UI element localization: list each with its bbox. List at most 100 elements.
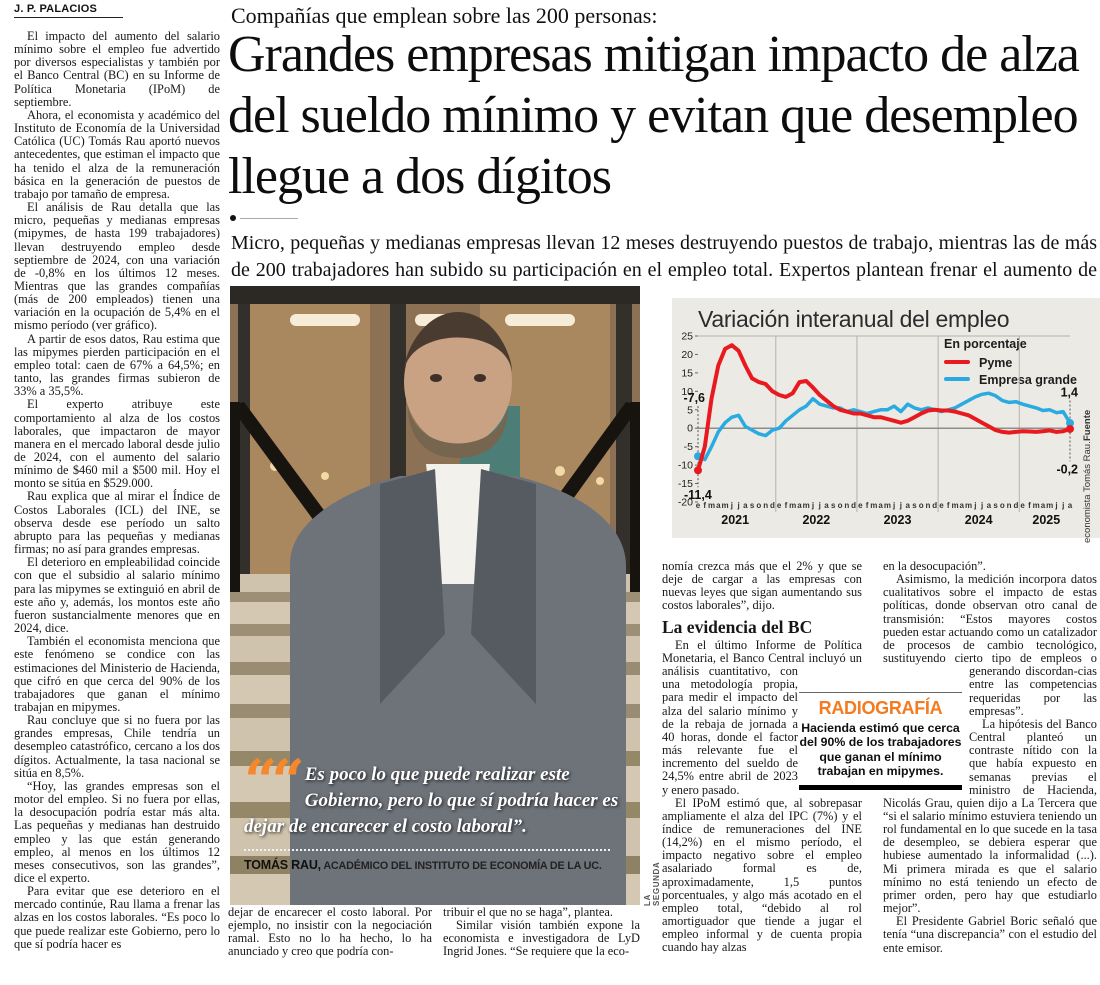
svg-text:n: n: [763, 501, 768, 510]
legend-label: Empresa grande: [979, 373, 1077, 387]
body-paragraph: A partir de esos datos, Rau estima que l…: [14, 331, 220, 399]
svg-text:s: s: [831, 501, 836, 510]
svg-text:-0,2: -0,2: [1056, 462, 1078, 476]
left-column: El impacto del aumento del salario mínim…: [14, 30, 220, 985]
svg-text:n: n: [926, 501, 931, 510]
svg-text:a: a: [824, 501, 829, 510]
svg-text:a: a: [1041, 501, 1046, 510]
legend-label: Pyme: [979, 356, 1013, 370]
radiografia-top-rule: RADIOGRAFÍA Hacienda estimó que cerca de…: [799, 692, 962, 778]
svg-text:a: a: [797, 501, 802, 510]
svg-text:o: o: [1000, 501, 1005, 510]
svg-text:15: 15: [681, 367, 693, 379]
svg-text:s: s: [993, 501, 998, 510]
legend-item-pyme: Pyme: [944, 356, 1077, 370]
body-paragraph: En el último Informe de Política Monetar…: [662, 638, 862, 797]
quote-mark-icon: ““: [244, 747, 305, 815]
quote-separator: [244, 849, 610, 851]
svg-text:d: d: [770, 501, 775, 510]
svg-text:j: j: [892, 501, 895, 510]
svg-text:e: e: [939, 501, 944, 510]
svg-text:a: a: [960, 501, 965, 510]
body-paragraph: Rau explica que al mirar el Índice de Co…: [14, 489, 220, 557]
paragraph-segment: Asimismo, la medición incorpora datos cu…: [883, 572, 1097, 679]
employment-chart-panel: Variación interanual del empleo En porce…: [672, 298, 1100, 538]
svg-text:d: d: [1013, 501, 1018, 510]
body-paragraph: Para evitar que ese deterioro en el merc…: [14, 884, 220, 951]
legend-subtitle: En porcentaje: [944, 337, 1027, 351]
bottom-column-1: dejar de encarecer el costo laboral. Por…: [228, 906, 432, 985]
svg-text:20: 20: [681, 349, 693, 361]
body-paragraph: El IPoM estimó que, al sobrepasar amplia…: [662, 795, 862, 955]
svg-text:a: a: [1068, 501, 1073, 510]
svg-text:25: 25: [681, 332, 693, 343]
body-paragraph: También el economista menciona que este …: [14, 634, 220, 714]
svg-text:e: e: [696, 501, 701, 510]
svg-text:s: s: [750, 501, 755, 510]
svg-text:n: n: [1007, 501, 1012, 510]
svg-text:m: m: [789, 501, 796, 510]
svg-text:a: a: [716, 501, 721, 510]
svg-text:o: o: [756, 501, 761, 510]
body-paragraph: Similar visión también expone la economi…: [443, 918, 640, 959]
body-paragraph: nomía crezca más que el 2% y que se deje…: [662, 560, 862, 613]
svg-text:a: a: [987, 501, 992, 510]
byline: J. P. PALACIOS: [14, 3, 124, 18]
svg-text:f: f: [785, 501, 788, 510]
svg-text:o: o: [919, 501, 924, 510]
svg-text:j: j: [973, 501, 976, 510]
photo-illustration: [230, 286, 640, 905]
chart-title: Variación interanual del empleo: [698, 306, 1010, 332]
svg-text:2025: 2025: [1032, 513, 1060, 527]
body-paragraph: Ahora, el economista y académico del Ins…: [14, 107, 220, 201]
svg-text:e: e: [858, 501, 863, 510]
svg-text:j: j: [1061, 501, 1064, 510]
svg-text:m: m: [721, 501, 728, 510]
svg-text:1,4: 1,4: [1061, 386, 1078, 400]
svg-text:2024: 2024: [965, 513, 993, 527]
headline: Grandes empresas mitigan impacto de alza…: [228, 26, 1080, 205]
svg-text:m: m: [1046, 501, 1053, 510]
right-column: en la desocupación”. Asimismo, la medici…: [883, 560, 1097, 985]
radiografia-title: RADIOGRAFÍA: [818, 698, 943, 718]
svg-text:2021: 2021: [721, 513, 749, 527]
body-paragraph: dejar de encarecer el costo laboral. Por…: [228, 906, 432, 959]
middle-column: nomía crezca más que el 2% y que se deje…: [662, 560, 862, 985]
radiografia-bottom-bar: [799, 785, 962, 790]
svg-text:f: f: [947, 501, 950, 510]
svg-text:j: j: [818, 501, 821, 510]
svg-text:a: a: [743, 501, 748, 510]
section-heading: La evidencia del BC: [662, 616, 813, 637]
radiografia-box: RADIOGRAFÍA Hacienda estimó que cerca de…: [799, 692, 962, 790]
legend-swatch-empresa-grande: [944, 377, 970, 381]
svg-text:m: m: [951, 501, 958, 510]
radiografia-text: Hacienda estimó que cerca del 90% de los…: [799, 721, 962, 778]
paragraph-segment: cias entre las competencias requeridas p…: [969, 664, 1097, 718]
photo-credit: LA SEGUNDA: [643, 861, 661, 906]
svg-text:j: j: [736, 501, 739, 510]
photo-tomas-rau: ““ Es poco lo que puede realizar este Go…: [230, 286, 640, 905]
svg-text:e: e: [777, 501, 782, 510]
svg-text:-20: -20: [678, 497, 693, 509]
svg-text:m: m: [708, 501, 715, 510]
paragraph-segment: un análisis cuantitativo, con una metodo…: [662, 650, 862, 797]
svg-text:2022: 2022: [802, 513, 830, 527]
body-paragraph: El Presidente Gabriel Boric señaló que t…: [883, 914, 1097, 955]
svg-text:f: f: [866, 501, 869, 510]
svg-text:m: m: [870, 501, 877, 510]
svg-text:f: f: [703, 501, 706, 510]
body-paragraph: en la desocupación”.: [883, 560, 986, 573]
svg-text:0: 0: [687, 423, 693, 435]
svg-text:a: a: [878, 501, 883, 510]
svg-text:s: s: [912, 501, 917, 510]
pull-quote: ““ Es poco lo que puede realizar este Go…: [244, 747, 628, 872]
svg-text:m: m: [1033, 501, 1040, 510]
bottom-column-2: tribuir el que no se haga”, plantea. Sim…: [443, 906, 640, 985]
headline-rule: [240, 218, 298, 219]
svg-text:2023: 2023: [884, 513, 912, 527]
svg-text:j: j: [730, 501, 733, 510]
svg-text:10: 10: [681, 386, 693, 398]
headline-bullet: [230, 215, 236, 221]
chart-source: economista Tomás Rau.Fuente: [1082, 410, 1093, 543]
